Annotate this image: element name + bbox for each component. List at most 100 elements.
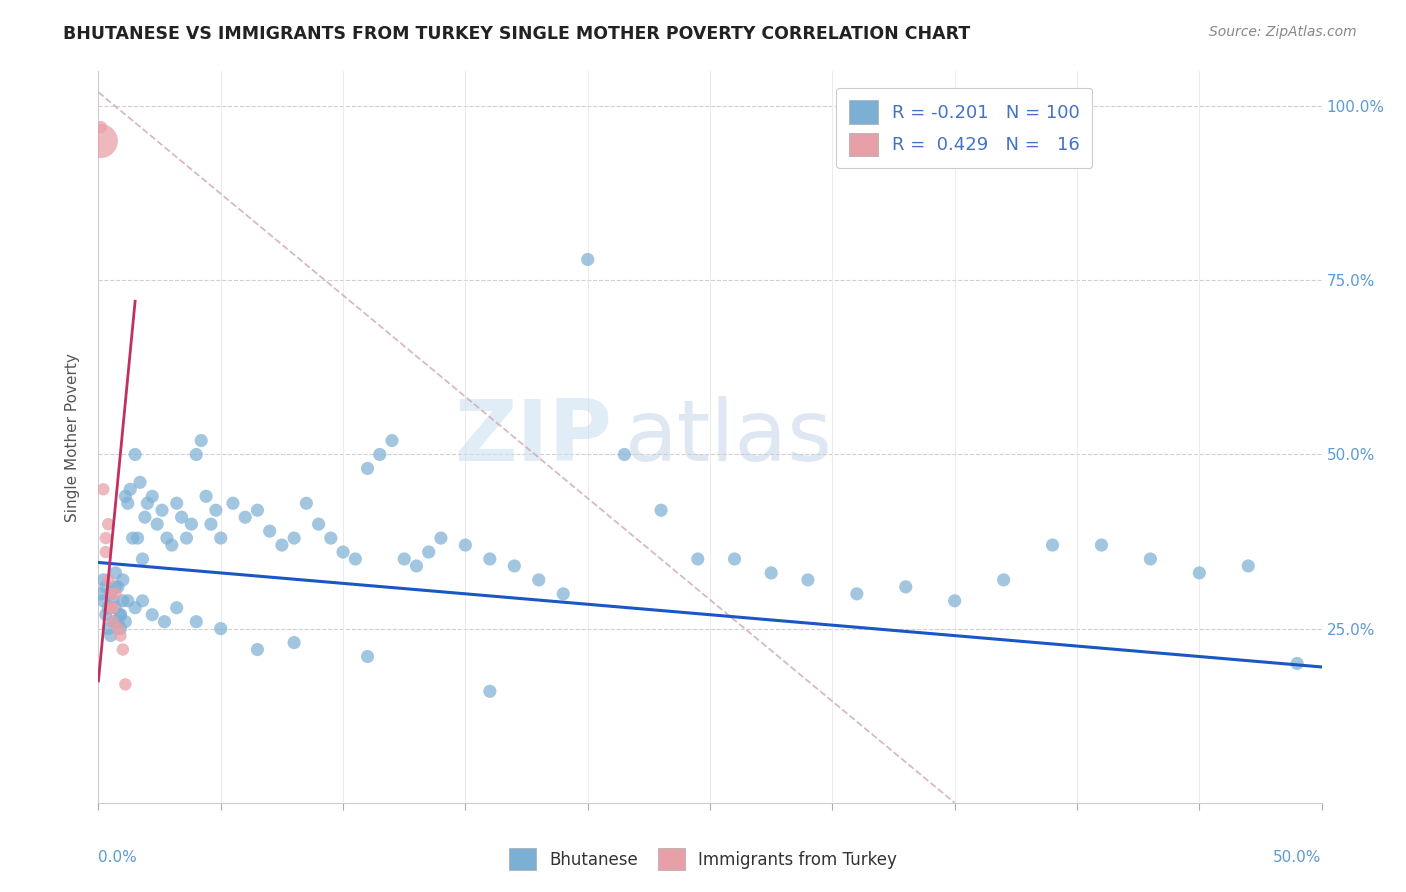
Point [100,587,122,601]
Point [104,587,127,601]
Point [613,448,636,462]
Point [104,600,127,615]
Point [90,120,112,134]
Point [111,594,134,608]
Point [127,531,149,545]
Point [368,448,391,462]
Point [576,252,599,267]
Point [94,607,117,622]
Point [91,483,114,497]
Point [205,503,228,517]
Text: BHUTANESE VS IMMIGRANTS FROM TURKEY SINGLE MOTHER POVERTY CORRELATION CHART: BHUTANESE VS IMMIGRANTS FROM TURKEY SING… [63,25,970,43]
Point [150,503,173,517]
Point [97,573,120,587]
Y-axis label: Single Mother Poverty: Single Mother Poverty [65,352,80,522]
Point [110,622,132,636]
Point [110,607,132,622]
Point [107,622,129,636]
Point [107,580,129,594]
Text: 50.0%: 50.0% [1274,850,1322,865]
Text: ZIP: ZIP [454,395,612,479]
Point [478,552,501,566]
Point [356,649,378,664]
Point [170,510,193,524]
Point [146,517,169,532]
Text: Source: ZipAtlas.com: Source: ZipAtlas.com [1209,25,1357,39]
Point [100,600,122,615]
Point [100,587,122,601]
Point [233,510,256,524]
Point [124,600,146,615]
Point [129,475,152,490]
Point [527,573,550,587]
Point [295,496,318,510]
Point [100,629,122,643]
Point [1188,566,1211,580]
Point [1237,558,1260,573]
Point [110,607,132,622]
Point [308,517,330,532]
Point [141,489,163,503]
Point [209,622,232,636]
Point [117,594,139,608]
Point [392,552,416,566]
Point [209,531,232,545]
Point [180,517,202,532]
Point [114,615,136,629]
Point [97,517,120,532]
Point [943,594,966,608]
Point [156,531,179,545]
Point [97,600,120,615]
Point [111,642,134,657]
Point [195,489,218,503]
Point [141,607,163,622]
Point [405,558,427,573]
Point [90,587,112,601]
Point [845,587,868,601]
Point [283,635,305,649]
Point [97,622,120,636]
Legend: Bhutanese, Immigrants from Turkey: Bhutanese, Immigrants from Turkey [502,842,904,877]
Point [503,558,526,573]
Point [283,531,305,545]
Point [94,545,117,559]
Point [200,517,222,532]
Point [894,580,917,594]
Point [650,503,672,517]
Point [1042,538,1064,552]
Point [332,545,354,559]
Point [131,594,153,608]
Point [101,594,124,608]
Point [91,594,114,608]
Point [270,538,294,552]
Point [723,552,745,566]
Text: atlas: atlas [624,395,832,479]
Point [136,496,159,510]
Point [114,489,136,503]
Point [222,496,245,510]
Point [1139,552,1161,566]
Point [101,615,124,629]
Point [107,615,129,629]
Point [100,600,122,615]
Point [90,134,112,148]
Point [124,448,146,462]
Point [319,531,342,545]
Point [104,566,127,580]
Point [454,538,477,552]
Point [418,545,440,559]
Point [153,615,176,629]
Point [190,434,212,448]
Point [761,566,783,580]
Point [114,677,136,691]
Point [121,531,143,545]
Point [478,684,501,698]
Point [117,496,139,510]
Point [246,503,269,517]
Point [104,580,127,594]
Point [160,538,183,552]
Point [186,448,208,462]
Point [1286,657,1309,671]
Point [131,552,153,566]
Point [134,510,156,524]
